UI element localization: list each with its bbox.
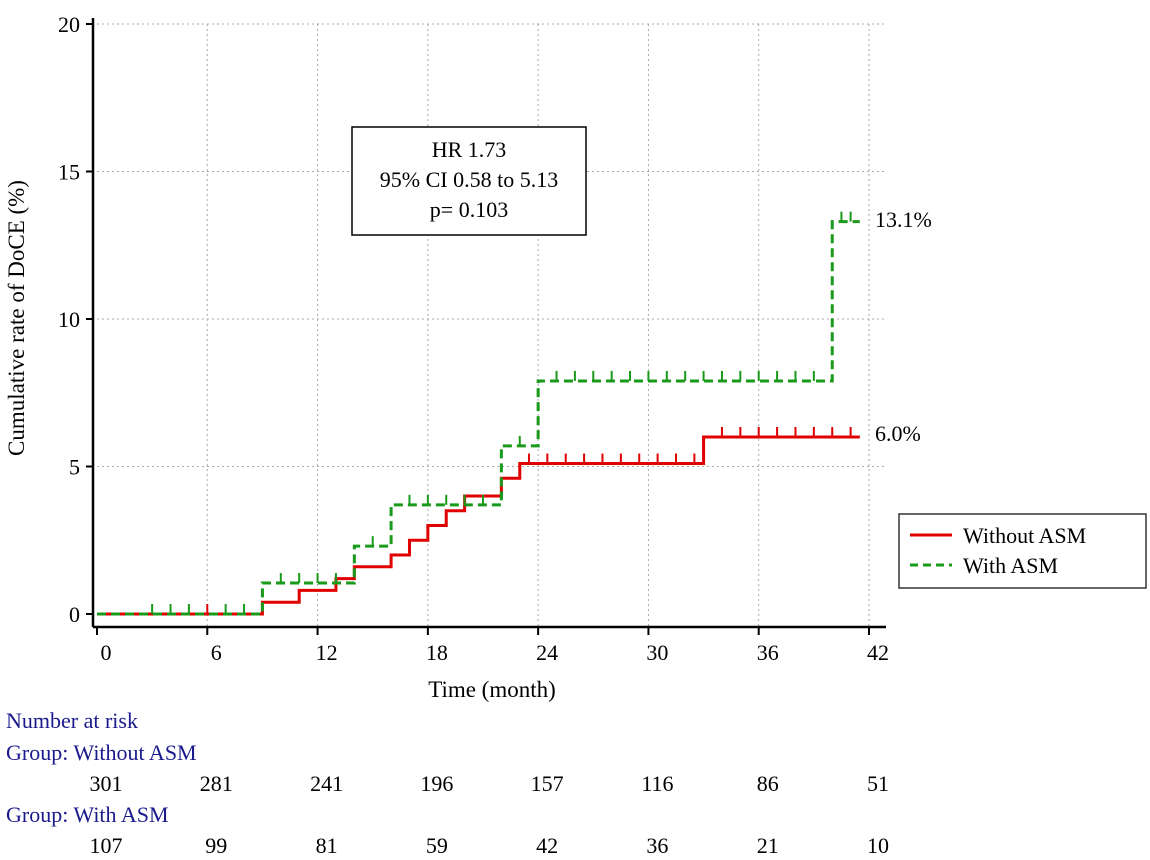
- y-tick-label: 20: [58, 12, 80, 37]
- legend: Without ASM With ASM: [898, 513, 1147, 589]
- risk-value: 42: [536, 833, 558, 858]
- risk-value: 51: [867, 771, 889, 796]
- risk-row-with-asm: 107 99 81 59 42 36 21 10: [90, 833, 890, 858]
- legend-label-without-asm: Without ASM: [963, 523, 1086, 548]
- risk-value: 99: [205, 833, 227, 858]
- y-tick-label: 10: [58, 307, 80, 332]
- end-label-with-asm: 13.1%: [875, 207, 932, 232]
- x-tick-label: 24: [536, 640, 558, 665]
- axes: 0 5 10 15 20 0 6 12 18 24 30 36 42: [58, 12, 889, 665]
- series-layer: [97, 211, 860, 616]
- x-tick-label: 18: [426, 640, 448, 665]
- risk-value: 86: [757, 771, 779, 796]
- x-tick-label: 12: [316, 640, 338, 665]
- x-tick-label: 6: [211, 640, 222, 665]
- risk-value: 196: [420, 771, 453, 796]
- risk-value: 21: [757, 833, 779, 858]
- legend-label-with-asm: With ASM: [963, 553, 1058, 578]
- y-tick-label: 0: [69, 602, 80, 627]
- annotation-hr: HR 1.73: [432, 137, 507, 162]
- x-axis-title: Time (month): [428, 677, 556, 702]
- x-tick-label: 0: [101, 640, 112, 665]
- risk-value: 59: [426, 833, 448, 858]
- risk-group-label-without-asm: Group: Without ASM: [6, 740, 197, 765]
- risk-value: 301: [90, 771, 123, 796]
- y-axis-title: Cumulative rate of DoCE (%): [4, 180, 29, 456]
- grid: [97, 23, 885, 627]
- y-tick-label: 15: [58, 160, 80, 185]
- risk-value: 36: [646, 833, 668, 858]
- risk-value: 241: [310, 771, 343, 796]
- risk-value: 10: [867, 833, 889, 858]
- risk-row-without-asm: 301 281 241 196 157 116 86 51: [90, 771, 890, 796]
- annotation-ci: 95% CI 0.58 to 5.13: [380, 167, 558, 192]
- x-tick-label: 36: [757, 640, 779, 665]
- number-at-risk: Number at risk Group: Without ASM 301 281…: [6, 708, 889, 858]
- x-tick-label: 42: [867, 640, 889, 665]
- risk-value: 157: [531, 771, 564, 796]
- risk-value: 116: [641, 771, 673, 796]
- risk-value: 81: [316, 833, 338, 858]
- annotation-box: HR 1.73 95% CI 0.58 to 5.13 p= 0.103: [351, 126, 587, 236]
- end-label-without-asm: 6.0%: [875, 421, 921, 446]
- risk-table-title: Number at risk: [6, 708, 138, 733]
- series-line-with-asm: [97, 220, 860, 616]
- risk-group-label-with-asm: Group: With ASM: [6, 802, 169, 827]
- x-tick-label: 30: [646, 640, 668, 665]
- y-tick-label: 5: [69, 455, 80, 480]
- risk-value: 107: [90, 833, 123, 858]
- risk-value: 281: [200, 771, 233, 796]
- series-line-without-asm: [97, 435, 860, 616]
- annotation-p: p= 0.103: [430, 197, 508, 222]
